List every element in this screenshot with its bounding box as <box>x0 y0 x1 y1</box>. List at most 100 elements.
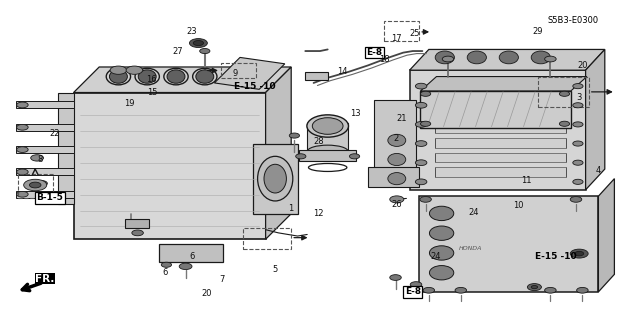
Bar <box>435 153 566 162</box>
Text: 21: 21 <box>396 114 406 122</box>
Bar <box>435 94 566 104</box>
Ellipse shape <box>388 153 406 166</box>
Ellipse shape <box>167 70 185 83</box>
Text: 19: 19 <box>124 99 134 108</box>
Circle shape <box>289 133 300 138</box>
Circle shape <box>193 41 204 46</box>
Ellipse shape <box>307 145 348 158</box>
Circle shape <box>531 286 538 289</box>
Text: 3: 3 <box>577 93 582 102</box>
Circle shape <box>415 160 427 166</box>
Bar <box>435 138 566 148</box>
Bar <box>16 146 74 153</box>
Circle shape <box>17 191 28 197</box>
Text: 23: 23 <box>187 27 197 36</box>
Circle shape <box>573 179 583 184</box>
Ellipse shape <box>388 134 406 146</box>
Circle shape <box>573 141 583 146</box>
Bar <box>159 244 223 262</box>
Circle shape <box>573 84 583 89</box>
Text: 12: 12 <box>314 209 324 218</box>
Bar <box>243 228 291 249</box>
Ellipse shape <box>264 164 287 193</box>
Bar <box>420 91 571 128</box>
Text: E-8: E-8 <box>366 48 383 57</box>
Circle shape <box>17 147 28 152</box>
Polygon shape <box>598 179 614 292</box>
Bar <box>58 93 74 204</box>
Ellipse shape <box>312 118 343 134</box>
Ellipse shape <box>196 70 214 83</box>
Text: 6: 6 <box>163 268 168 277</box>
Ellipse shape <box>257 156 293 201</box>
Bar <box>74 93 266 239</box>
Ellipse shape <box>467 51 486 64</box>
Ellipse shape <box>388 173 406 185</box>
Circle shape <box>415 102 427 108</box>
Circle shape <box>24 179 47 191</box>
Text: 1: 1 <box>289 204 294 213</box>
Circle shape <box>573 122 583 127</box>
Bar <box>18 174 53 198</box>
Text: B-1-5: B-1-5 <box>36 193 63 202</box>
Text: 22: 22 <box>50 130 60 138</box>
Text: 28: 28 <box>314 137 324 146</box>
Ellipse shape <box>138 70 156 83</box>
Circle shape <box>390 275 401 280</box>
Circle shape <box>545 56 556 62</box>
Text: E-8: E-8 <box>404 287 421 296</box>
Circle shape <box>200 48 210 54</box>
Polygon shape <box>586 49 605 190</box>
Ellipse shape <box>429 226 454 241</box>
Circle shape <box>455 287 467 293</box>
Text: 25: 25 <box>410 29 420 38</box>
Polygon shape <box>266 67 291 239</box>
Text: 6: 6 <box>189 252 195 261</box>
Circle shape <box>132 230 143 236</box>
Circle shape <box>575 251 584 256</box>
Text: 10: 10 <box>513 201 524 210</box>
Text: 17: 17 <box>392 34 402 43</box>
Text: HONDA: HONDA <box>459 246 482 251</box>
Ellipse shape <box>435 51 454 64</box>
Bar <box>368 167 419 187</box>
Circle shape <box>545 287 556 293</box>
Bar <box>374 100 416 171</box>
Circle shape <box>577 287 588 293</box>
Circle shape <box>570 197 582 202</box>
Circle shape <box>31 155 44 161</box>
Text: 7: 7 <box>220 275 225 284</box>
Circle shape <box>415 83 427 89</box>
Bar <box>16 101 74 108</box>
Text: 27: 27 <box>172 47 182 56</box>
Ellipse shape <box>307 115 349 137</box>
Text: 2: 2 <box>393 134 398 143</box>
Text: S5B3-E0300: S5B3-E0300 <box>547 16 598 25</box>
Text: 24: 24 <box>468 208 479 217</box>
Text: 16: 16 <box>146 75 156 84</box>
Text: 4: 4 <box>596 166 601 175</box>
Bar <box>305 72 328 80</box>
Circle shape <box>17 102 28 108</box>
Text: 20: 20 <box>577 61 588 70</box>
Circle shape <box>189 39 207 48</box>
Circle shape <box>36 181 47 186</box>
Text: 18: 18 <box>379 55 389 63</box>
Circle shape <box>390 196 404 203</box>
Text: 15: 15 <box>147 88 157 97</box>
Circle shape <box>179 263 192 270</box>
Circle shape <box>573 103 583 108</box>
Circle shape <box>423 287 435 293</box>
Bar <box>299 150 356 161</box>
Circle shape <box>420 197 431 202</box>
Ellipse shape <box>109 70 127 83</box>
Circle shape <box>570 249 588 258</box>
Text: FR.: FR. <box>35 274 54 284</box>
Ellipse shape <box>429 206 454 221</box>
Ellipse shape <box>499 51 518 64</box>
Circle shape <box>29 182 41 188</box>
Bar <box>221 63 256 78</box>
Bar <box>125 219 149 228</box>
Text: 20: 20 <box>202 289 212 298</box>
Bar <box>410 70 586 190</box>
